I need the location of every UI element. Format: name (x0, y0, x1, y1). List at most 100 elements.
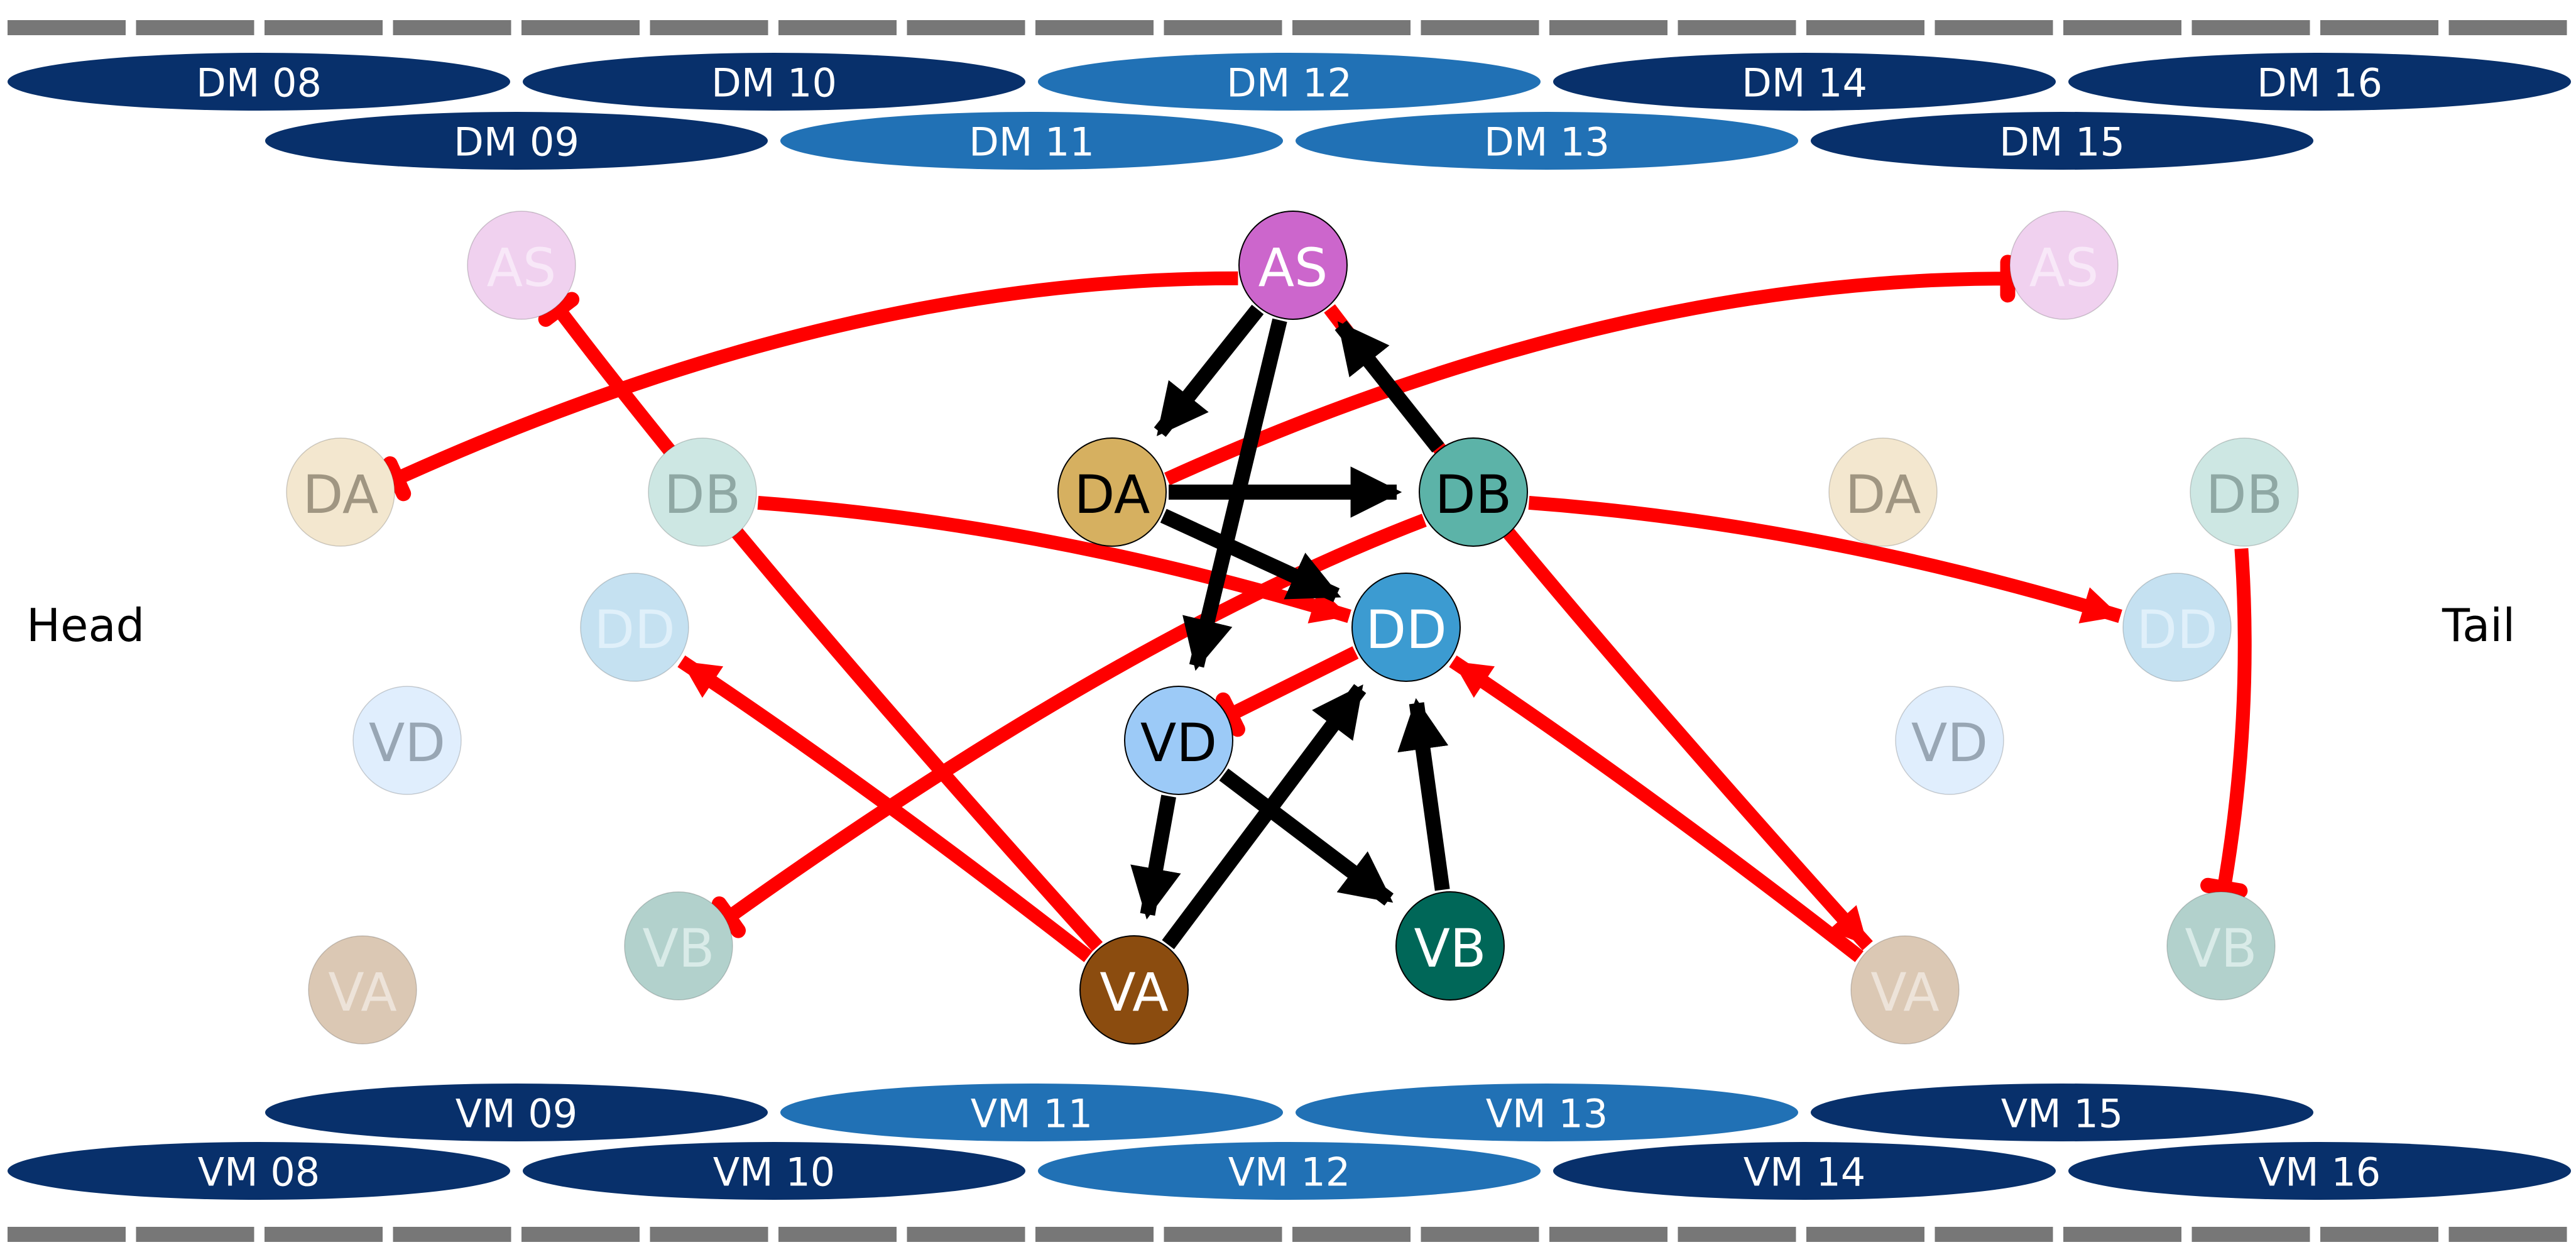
muscle-label: VM 09 (456, 1091, 578, 1137)
muscle-label: DM 10 (711, 60, 837, 106)
neuron-da: DA (1057, 437, 1167, 547)
neuron-circle (1850, 935, 1960, 1045)
muscle-shape (1296, 112, 1798, 170)
neuron-label: AS (1258, 237, 1328, 299)
rail-segment (2063, 20, 2181, 35)
neuron-label: DA (1845, 464, 1921, 525)
muscle-label: DM 15 (1999, 119, 2125, 165)
inhibitory_cross-edge-8 (1449, 655, 1864, 962)
neuron-tail-va: VA (1850, 935, 1960, 1045)
neuron-head-as: AS (467, 211, 576, 320)
excitatory-edge-0 (1154, 304, 1264, 437)
neuron-label: VB (642, 918, 714, 979)
muscle-vm-13: VM 13 (1296, 1084, 1798, 1141)
muscle-shape (1038, 1142, 1541, 1200)
rail-segment (393, 1227, 511, 1242)
muscle-vm-15: VM 15 (1811, 1084, 2313, 1141)
neuron-tail-db: DB (2190, 437, 2299, 547)
arrow-head (2078, 587, 2120, 623)
rail-segment (1421, 1227, 1539, 1242)
inhibition-bar (2200, 877, 2248, 899)
excitatory-edge-4 (1160, 508, 1341, 602)
rail-segment (521, 1227, 640, 1242)
rail-segment (2320, 1227, 2438, 1242)
muscle-dm-15: DM 15 (1811, 112, 2313, 170)
neuron-label: AS (487, 237, 557, 299)
edges (382, 255, 2252, 962)
neuron-tail-as: AS (2009, 211, 2119, 320)
edge-path (1160, 508, 1341, 602)
muscle-dm-14: DM 14 (1553, 53, 2056, 111)
muscle-dm-09: DM 09 (265, 112, 768, 170)
neurons: AS DA DB DD VD VB VA AS DA DB DD VD VA VB AS DA DB DD VD VA… (286, 211, 2299, 1045)
neuron-tail-vb: VB (2166, 891, 2276, 1001)
inhibitory_cross-edge-9 (2200, 548, 2252, 899)
rail-segment (1035, 1227, 1154, 1242)
muscle-vm-12: VM 12 (1038, 1142, 1541, 1200)
rail-segment (265, 20, 383, 35)
rail-segment (1549, 1227, 1667, 1242)
neuron-db: DB (1419, 437, 1528, 547)
neuron-label: DB (664, 464, 741, 525)
neuron-circle (308, 935, 417, 1045)
rail-segment (650, 20, 768, 35)
neuron-label: VA (328, 962, 397, 1023)
rail-segment (2191, 20, 2310, 35)
excitatory-edge-8 (1397, 698, 1450, 891)
rail-segment (778, 20, 897, 35)
neuron-as: AS (1238, 211, 1348, 320)
inhibitory_cross-edge-1 (1164, 255, 2016, 486)
neuron-head-db: DB (648, 437, 757, 547)
edge-path (1397, 698, 1450, 891)
neuron-label: DD (1365, 599, 1446, 661)
rail-segment (1806, 1227, 1924, 1242)
neuron-circle (1395, 891, 1505, 1001)
rail-segment (1292, 1227, 1411, 1242)
arrow-head (1453, 661, 1495, 698)
muscle-shape (523, 1142, 1025, 1200)
arrow-head (681, 661, 724, 698)
muscle-shape (1553, 53, 2056, 111)
muscle-shape (2068, 53, 2571, 111)
muscle-label: VM 08 (198, 1150, 320, 1195)
neuron-circle (648, 437, 757, 547)
muscle-vm-11: VM 11 (780, 1084, 1283, 1141)
rail-segment (650, 1227, 768, 1242)
muscle-shape (1296, 1084, 1798, 1141)
edge-path (393, 271, 1238, 485)
rail-segment (393, 20, 511, 35)
rail-segment (907, 1227, 1025, 1242)
rail-segment (1678, 20, 1796, 35)
neuron-head-dd: DD (580, 573, 689, 682)
muscle-shape (523, 53, 1025, 111)
edge-path (1130, 794, 1181, 919)
muscle-shape (2068, 1142, 2571, 1200)
muscle-shape (1038, 53, 1541, 111)
muscle-dm-12: DM 12 (1038, 53, 1541, 111)
edge-path (553, 305, 1103, 952)
muscle-label: VM 10 (713, 1150, 836, 1195)
muscle-shape (265, 112, 768, 170)
muscle-label: DM 14 (1742, 60, 1867, 106)
neuron-circle (580, 573, 689, 682)
neuron-circle (1238, 211, 1348, 320)
neuron-circle (1351, 573, 1461, 682)
edge-path (1334, 321, 1444, 453)
muscle-shape (1553, 1142, 2056, 1200)
neuron-circle (2009, 211, 2119, 320)
neuron-label: DA (1074, 464, 1150, 525)
muscle-dm-08: DM 08 (8, 53, 510, 111)
rail-segment (136, 20, 254, 35)
rail-segment (136, 1227, 254, 1242)
neuron-circle (1895, 686, 2004, 795)
neuron-circle (352, 686, 462, 795)
muscle-vm-08: VM 08 (8, 1142, 510, 1200)
excitatory-edge-7 (1162, 684, 1367, 950)
inhibitory_cross-edge-5 (677, 655, 1093, 962)
rail-segment (1421, 20, 1539, 35)
neuron-label: VD (369, 712, 445, 774)
edge-path (1154, 304, 1264, 437)
neuron-label: DA (303, 464, 379, 525)
muscle-label: VM 15 (2001, 1091, 2124, 1137)
neuron-label: VD (1140, 712, 1217, 774)
